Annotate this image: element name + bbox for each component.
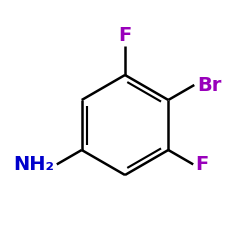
Text: F: F bbox=[196, 155, 209, 174]
Text: Br: Br bbox=[197, 76, 221, 94]
Text: F: F bbox=[118, 26, 132, 45]
Text: NH₂: NH₂ bbox=[13, 155, 54, 174]
